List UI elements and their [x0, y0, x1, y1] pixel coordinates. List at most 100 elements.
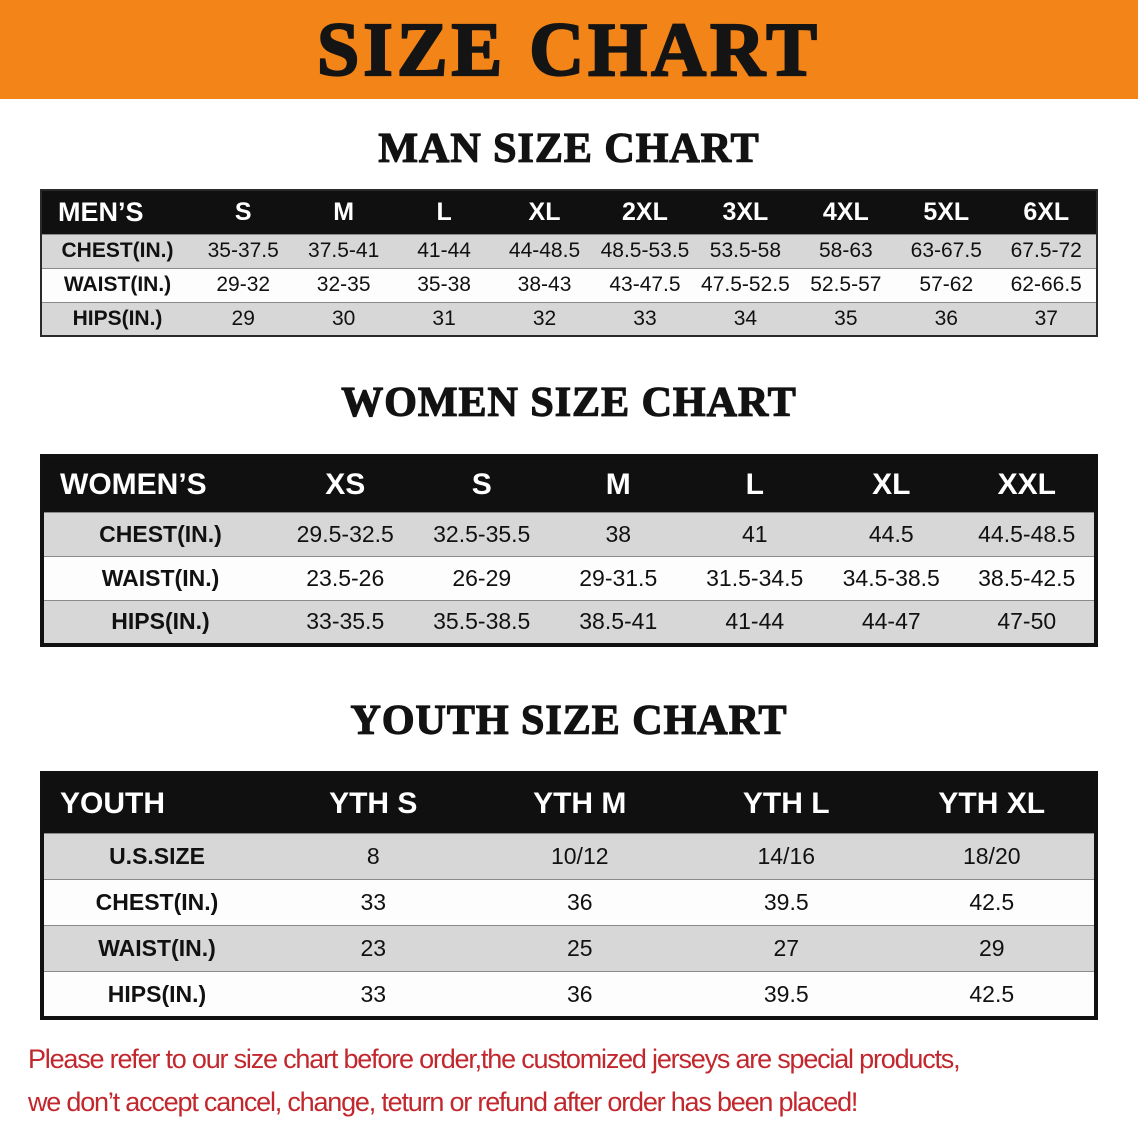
header-row: YOUTH YTH S YTH M YTH L YTH XL	[42, 772, 1096, 834]
size-column-header: YTH L	[683, 772, 890, 834]
mens-section-heading: MAN SIZE CHART	[378, 125, 760, 172]
measurement-row: U.S.SIZE 8 10/12 14/16 18/20	[42, 833, 1096, 880]
value-cell: 67.5-72	[1010, 239, 1082, 263]
youth-section-heading: YOUTH SIZE CHART	[350, 697, 788, 744]
value-cell: 38.5-41	[579, 608, 658, 635]
page-title: SIZE CHART	[316, 7, 821, 92]
table-title-cell: YOUTH	[42, 772, 270, 834]
value-cell: 29-31.5	[579, 565, 658, 592]
measurement-row: WAIST(IN.) 23.5-26 26-29 29-31.5 31.5-34.5 34…	[42, 556, 1096, 601]
value-cell: 35	[834, 307, 858, 331]
row-label: WAIST(IN.)	[101, 565, 220, 592]
row-label: U.S.SIZE	[109, 843, 205, 870]
size-column-header: M	[550, 455, 687, 513]
value-cell: 41	[741, 521, 768, 548]
size-column-header: 5XL	[896, 190, 997, 235]
value-cell: 38	[605, 521, 632, 548]
measurement-row: HIPS(IN.) 33 36 39.5 42.5	[42, 971, 1096, 1018]
value-cell: 42.5	[969, 889, 1015, 916]
disclaimer-line-1: Please refer to our size chart before or…	[28, 1043, 961, 1074]
value-cell: 63-67.5	[910, 239, 982, 263]
value-cell: 32-35	[316, 273, 371, 297]
value-cell: 10/12	[550, 843, 609, 870]
value-cell: 29	[978, 935, 1005, 962]
value-cell: 37.5-41	[308, 239, 380, 263]
value-cell: 38-43	[517, 273, 572, 297]
header-row: MEN’S S M L XL 2XL 3XL 4XL 5XL 6XL	[41, 190, 1097, 235]
disclaimer-line-2: we don’t accept cancel, change, teturn o…	[28, 1087, 858, 1118]
table-title-cell: MEN’S	[41, 190, 193, 235]
size-column-header: YTH XL	[889, 772, 1096, 834]
value-cell: 44-47	[861, 608, 921, 635]
value-cell: 48.5-53.5	[600, 239, 690, 263]
size-column-header: 3XL	[695, 190, 796, 235]
value-cell: 37	[1034, 307, 1058, 331]
value-cell: 26-29	[452, 565, 512, 592]
size-column-header: L	[393, 190, 495, 235]
value-cell: 32.5-35.5	[433, 521, 531, 548]
size-column-header: M	[293, 190, 394, 235]
value-cell: 35-38	[417, 273, 471, 297]
value-cell: 31.5-34.5	[706, 565, 804, 592]
size-column-header: 2XL	[594, 190, 696, 235]
measurement-row: CHEST(IN.) 33 36 39.5 42.5	[42, 879, 1096, 926]
size-column-header: YTH S	[270, 772, 477, 834]
value-cell: 53.5-58	[709, 239, 782, 263]
size-column-header: YTH M	[476, 772, 683, 834]
measurement-row: HIPS(IN.) 29 30 31 32 33 34 35 36 37	[41, 302, 1097, 337]
value-cell: 44-48.5	[508, 239, 581, 263]
measurement-row: WAIST(IN.) 23 25 27 29	[42, 925, 1096, 972]
value-cell: 62-66.5	[1010, 273, 1082, 297]
row-label: WAIST(IN.)	[63, 273, 172, 297]
value-cell: 38.5-42.5	[978, 565, 1076, 592]
value-cell: 14/16	[757, 843, 816, 870]
row-label: HIPS(IN.)	[107, 980, 207, 1007]
size-column-header: XL	[823, 455, 960, 513]
value-cell: 29.5-32.5	[296, 521, 394, 548]
row-label: WAIST(IN.)	[98, 935, 216, 962]
size-column-header: XL	[494, 190, 595, 235]
value-cell: 23.5-26	[306, 565, 385, 592]
value-cell: 41-44	[417, 239, 471, 263]
value-cell: 44.5	[868, 521, 914, 548]
value-cell: 47-50	[997, 608, 1057, 635]
header-row: WOMEN’S XS S M L XL XXL	[42, 455, 1096, 513]
value-cell: 41-44	[725, 608, 785, 635]
measurement-row: HIPS(IN.) 33-35.5 35.5-38.5 38.5-41 41-44 44-…	[42, 600, 1096, 645]
row-label: CHEST(IN.)	[95, 889, 219, 916]
value-cell: 36	[566, 889, 593, 916]
value-cell: 31	[432, 307, 456, 331]
value-cell: 29-32	[216, 273, 271, 297]
charts-container: MAN SIZE CHART MEN’S S M L XL 2XL 3XL 4XL 5XL 6XL C…	[0, 125, 1138, 1020]
value-cell: 27	[773, 935, 800, 962]
size-column-header: S	[193, 190, 294, 235]
value-cell: 33	[360, 980, 387, 1007]
value-cell: 34.5-38.5	[842, 565, 940, 592]
value-cell: 44.5-48.5	[978, 521, 1076, 548]
value-cell: 23	[360, 935, 387, 962]
value-cell: 36	[934, 307, 958, 331]
section-youth: YOUTH SIZE CHART YOUTH YTH S YTH M YTH L YTH …	[0, 697, 1138, 1020]
value-cell: 58-63	[818, 239, 873, 263]
value-cell: 47.5-52.5	[701, 273, 790, 297]
section-mens: MAN SIZE CHART MEN’S S M L XL 2XL 3XL 4XL 5XL 6XL C…	[0, 125, 1138, 338]
value-cell: 52.5-57	[810, 273, 882, 297]
size-column-header: L	[686, 455, 823, 513]
value-cell: 25	[566, 935, 593, 962]
womens-section-heading: WOMEN SIZE CHART	[341, 380, 797, 427]
value-cell: 35-37.5	[207, 239, 279, 263]
row-label: CHEST(IN.)	[99, 521, 222, 548]
value-cell: 18/20	[962, 843, 1021, 870]
size-column-header: XXL	[959, 455, 1096, 513]
row-label: CHEST(IN.)	[61, 239, 174, 263]
section-womens: WOMEN SIZE CHART WOMEN’S XS S M L XL XXL CHEST(I…	[0, 379, 1138, 647]
size-column-header: 6XL	[996, 190, 1097, 235]
value-cell: 39.5	[763, 889, 809, 916]
size-column-header: XS	[277, 455, 414, 513]
value-cell: 39.5	[763, 980, 809, 1007]
value-cell: 57-62	[919, 273, 974, 297]
size-column-header: S	[413, 455, 550, 513]
value-cell: 33-35.5	[306, 608, 385, 635]
table-title-cell: WOMEN’S	[42, 455, 277, 513]
